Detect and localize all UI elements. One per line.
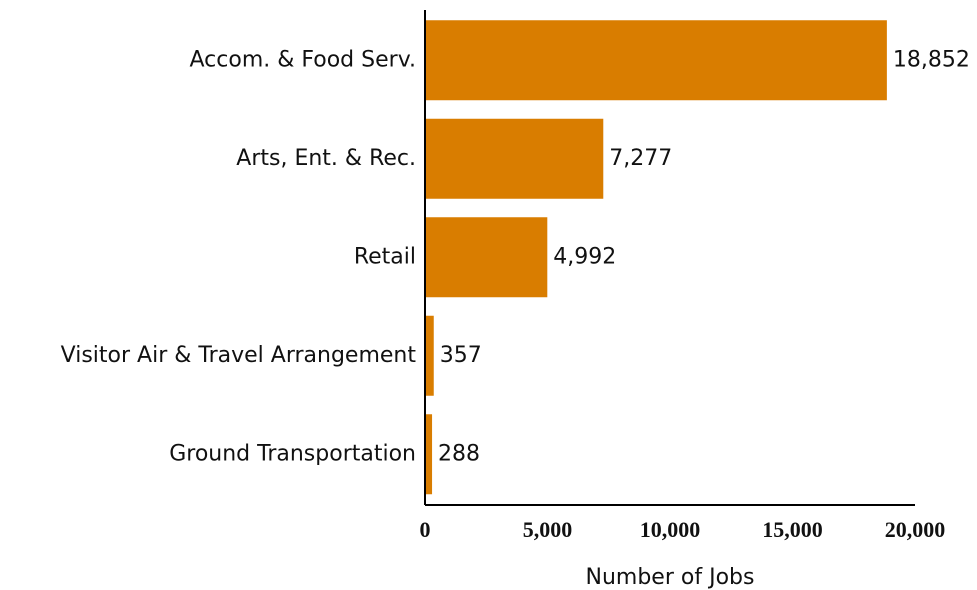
data-label: 357 xyxy=(440,343,482,368)
bar xyxy=(425,315,434,396)
y-tick-label: Ground Transportation xyxy=(169,441,416,466)
bar xyxy=(425,217,548,298)
bar xyxy=(425,414,433,495)
data-label: 18,852 xyxy=(893,47,970,72)
x-tick-label: 10,000 xyxy=(640,517,701,542)
y-tick-label: Visitor Air & Travel Arrangement xyxy=(61,343,417,368)
bar xyxy=(425,118,604,199)
data-label: 7,277 xyxy=(609,146,672,171)
x-tick-label: 20,000 xyxy=(885,517,946,542)
bar xyxy=(425,20,887,101)
y-tick-label: Retail xyxy=(354,244,416,269)
data-label: 288 xyxy=(438,441,480,466)
x-axis-label: Number of Jobs xyxy=(586,565,755,590)
y-tick-label: Arts, Ent. & Rec. xyxy=(236,146,416,171)
data-label: 4,992 xyxy=(553,244,616,269)
x-tick-label: 15,000 xyxy=(762,517,823,542)
x-tick-label: 5,000 xyxy=(523,517,573,542)
x-tick-label: 0 xyxy=(420,517,431,542)
y-tick-label: Accom. & Food Serv. xyxy=(190,47,416,72)
